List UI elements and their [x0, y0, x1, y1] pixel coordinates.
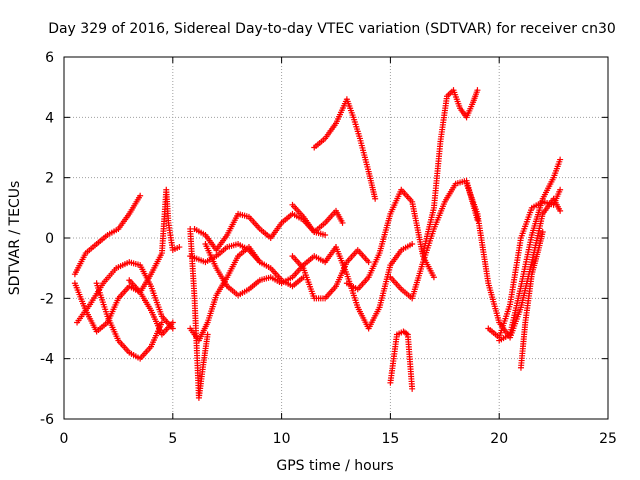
- data-point-marker: [557, 156, 564, 163]
- data-point-marker: [557, 207, 564, 214]
- y-tick-label: -4: [40, 352, 54, 368]
- y-tick-label: 4: [45, 110, 54, 126]
- y-axis-label: SDTVAR / TECUs: [7, 181, 23, 296]
- x-tick-label: 10: [273, 431, 291, 447]
- data-point-marker: [176, 244, 183, 251]
- y-tick-label: 6: [45, 50, 54, 66]
- series-track-21: [485, 186, 564, 341]
- series-track-13: [311, 96, 379, 202]
- grid-lines: [64, 57, 608, 419]
- data-point-marker: [204, 331, 211, 338]
- series-track-12: [289, 247, 372, 302]
- series-track-9: [191, 210, 329, 254]
- series-track-10: [202, 241, 339, 299]
- data-point-marker: [158, 319, 165, 326]
- data-point-marker: [339, 219, 346, 226]
- series-track-15: [343, 186, 437, 293]
- series-track-17: [387, 177, 481, 302]
- data-point-marker: [474, 87, 481, 94]
- x-axis-label: GPS time / hours: [276, 458, 393, 474]
- data-point-marker: [409, 385, 416, 392]
- data-point-marker: [539, 228, 546, 235]
- series-track-11: [289, 201, 346, 235]
- data-point-marker: [169, 319, 176, 326]
- x-tick-label: 15: [381, 431, 399, 447]
- data-point-marker: [365, 259, 372, 266]
- series-track-6: [187, 225, 211, 401]
- y-tick-label: 2: [45, 171, 54, 187]
- y-tick-label: -6: [40, 412, 54, 428]
- data-point-marker: [372, 195, 379, 202]
- data-point-marker: [137, 192, 144, 199]
- data-point-marker: [557, 186, 564, 193]
- series-track-19: [463, 180, 564, 341]
- chart-title: Day 329 of 2016, Sidereal Day-to-day VTE…: [48, 21, 616, 37]
- axis-ticks: 0 5 10 15 20 25 -6 -4 -2 0 2 4 6: [40, 50, 617, 447]
- y-tick-label: 0: [45, 231, 54, 247]
- x-tick-label: 5: [168, 431, 177, 447]
- x-tick-label: 0: [60, 431, 69, 447]
- data-point-marker: [322, 231, 329, 238]
- series-track-16: [387, 328, 416, 392]
- x-tick-label: 20: [490, 431, 508, 447]
- data-point-marker: [169, 325, 176, 332]
- series-track-14: [333, 241, 416, 332]
- x-tick-label: 25: [599, 431, 617, 447]
- series-track-5: [126, 186, 183, 296]
- series-track-20: [496, 156, 564, 344]
- series-track-4: [93, 280, 165, 362]
- series-track-22: [517, 228, 546, 371]
- series-track-18: [420, 87, 481, 257]
- data-points: [71, 87, 564, 401]
- series-track-3: [71, 280, 176, 338]
- y-tick-label: -2: [40, 291, 54, 307]
- data-point-marker: [409, 241, 416, 248]
- data-point-marker: [430, 274, 437, 281]
- series-track-1: [71, 192, 144, 278]
